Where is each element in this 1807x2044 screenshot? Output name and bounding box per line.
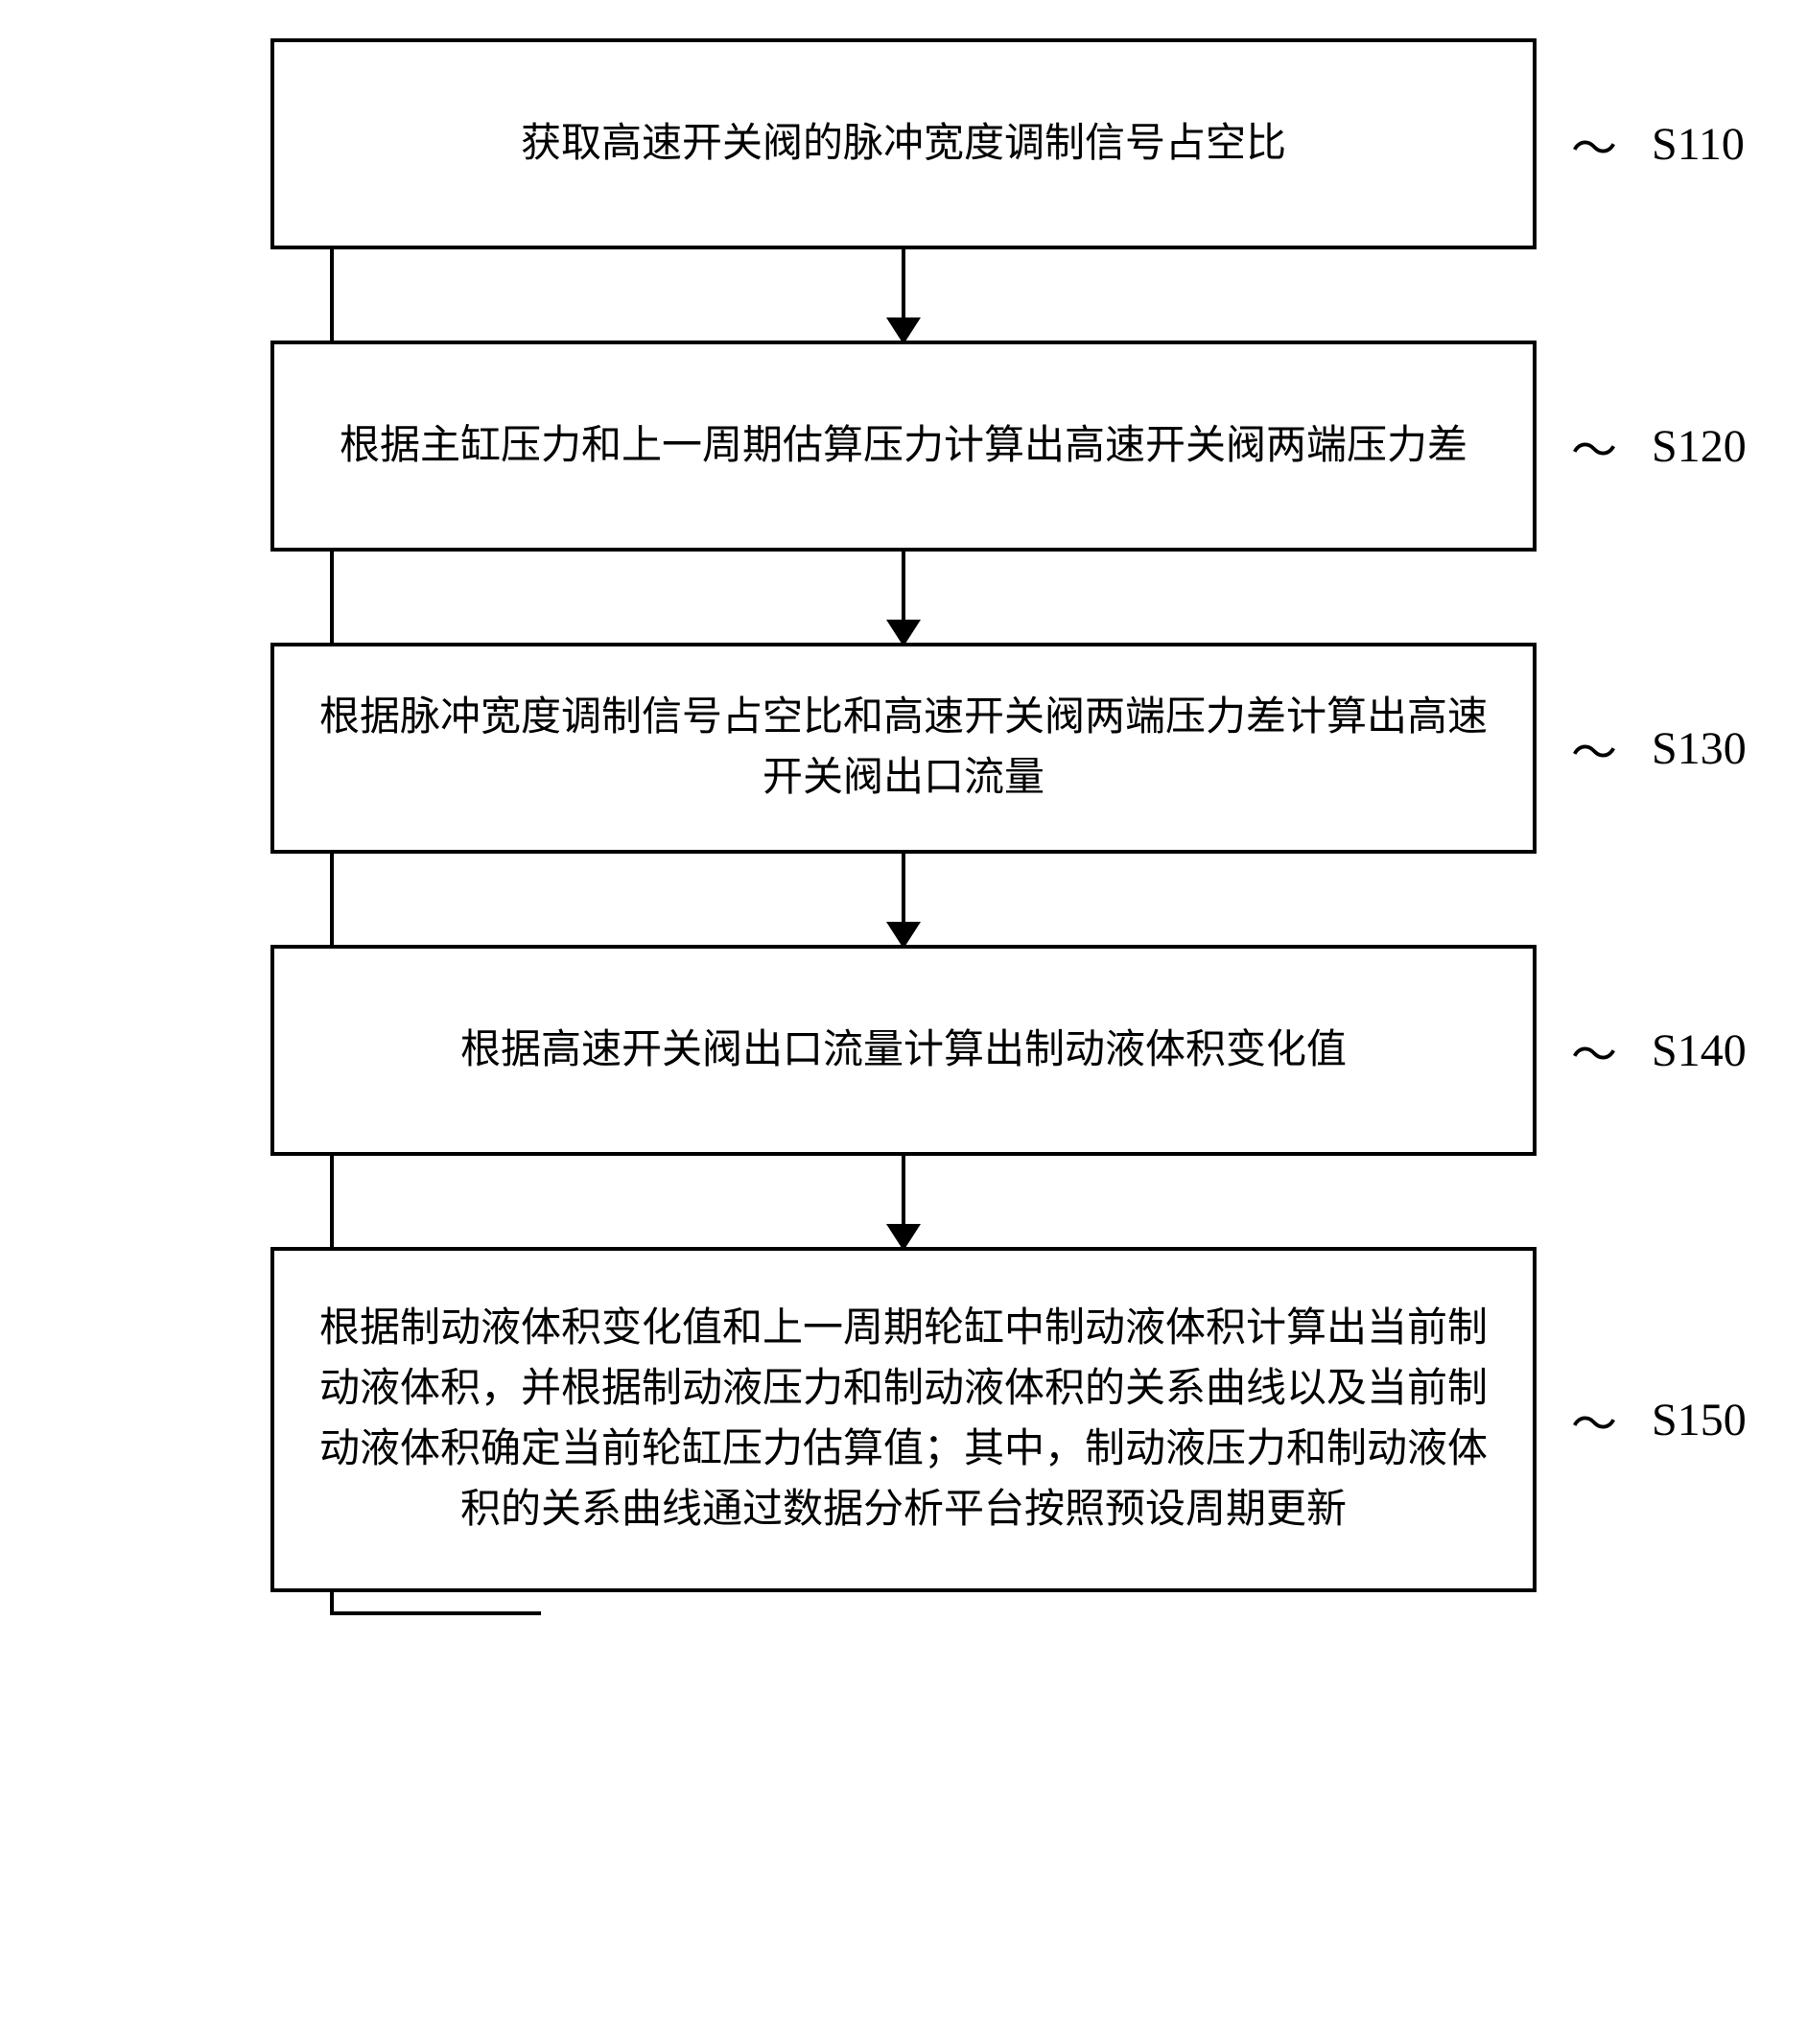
tilde-icon: 〜 <box>1556 715 1632 782</box>
step-text-s110: 获取高速开关阀的脉冲宽度调制信号占空比 <box>521 114 1286 175</box>
arrow-s110-s120 <box>902 249 905 341</box>
step-text-s150: 根据制动液体积变化值和上一周期轮缸中制动液体积计算出当前制动液体积，并根据制动液… <box>303 1299 1504 1540</box>
step-box-s140: 根据高速开关阀出口流量计算出制动液体积变化值 <box>270 945 1537 1156</box>
step-box-s110: 获取高速开关阀的脉冲宽度调制信号占空比 <box>270 38 1537 249</box>
step-label-text-s140: S140 <box>1652 1024 1747 1077</box>
step-label-s130: 〜 S130 <box>1556 715 1747 782</box>
arrow-s140-s150 <box>902 1156 905 1247</box>
arrow-s130-s140 <box>902 854 905 945</box>
step-text-s140: 根据高速开关阀出口流量计算出制动液体积变化值 <box>460 1021 1347 1081</box>
step-label-s150: 〜 S150 <box>1556 1386 1747 1453</box>
step-label-s140: 〜 S140 <box>1556 1017 1747 1084</box>
arrow-s120-s130 <box>902 552 905 643</box>
flowchart-row-3: 根据脉冲宽度调制信号占空比和高速开关阀两端压力差计算出高速开关阀出口流量 〜 S… <box>270 643 1537 854</box>
step-label-s110: 〜 S110 <box>1556 110 1745 177</box>
flowchart-row-1: 获取高速开关阀的脉冲宽度调制信号占空比 〜 S110 <box>270 38 1537 249</box>
step-text-s130: 根据脉冲宽度调制信号占空比和高速开关阀两端压力差计算出高速开关阀出口流量 <box>303 688 1504 809</box>
step-label-text-s120: S120 <box>1652 420 1747 473</box>
step-box-s150: 根据制动液体积变化值和上一周期轮缸中制动液体积计算出当前制动液体积，并根据制动液… <box>270 1247 1537 1592</box>
flowchart-row-4: 根据高速开关阀出口流量计算出制动液体积变化值 〜 S140 <box>270 945 1537 1156</box>
flowchart-main-area: 获取高速开关阀的脉冲宽度调制信号占空比 〜 S110 根据主缸压力和上一周期估算… <box>270 38 1537 1592</box>
tilde-icon: 〜 <box>1556 1386 1632 1453</box>
tilde-icon: 〜 <box>1556 1017 1632 1084</box>
tilde-icon: 〜 <box>1556 110 1632 177</box>
step-label-text-s150: S150 <box>1652 1394 1747 1446</box>
step-label-text-s110: S110 <box>1652 118 1745 171</box>
feedback-line-bottom <box>330 1611 541 1615</box>
flowchart-row-2: 根据主缸压力和上一周期估算压力计算出高速开关阀两端压力差 〜 S120 <box>270 341 1537 552</box>
flowchart-container: 获取高速开关阀的脉冲宽度调制信号占空比 〜 S110 根据主缸压力和上一周期估算… <box>19 38 1788 1592</box>
step-box-s130: 根据脉冲宽度调制信号占空比和高速开关阀两端压力差计算出高速开关阀出口流量 <box>270 643 1537 854</box>
step-text-s120: 根据主缸压力和上一周期估算压力计算出高速开关阀两端压力差 <box>340 416 1467 477</box>
tilde-icon: 〜 <box>1556 412 1632 480</box>
step-label-text-s130: S130 <box>1652 722 1747 775</box>
step-box-s120: 根据主缸压力和上一周期估算压力计算出高速开关阀两端压力差 <box>270 341 1537 552</box>
flowchart-row-5: 根据制动液体积变化值和上一周期轮缸中制动液体积计算出当前制动液体积，并根据制动液… <box>270 1247 1537 1592</box>
step-label-s120: 〜 S120 <box>1556 412 1747 480</box>
